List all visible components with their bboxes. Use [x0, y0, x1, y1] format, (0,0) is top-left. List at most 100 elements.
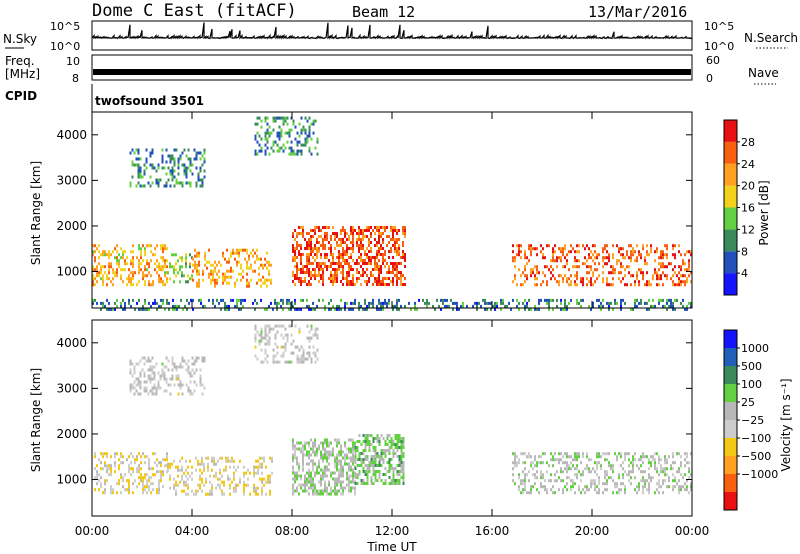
velocity-cell: [354, 476, 357, 479]
velocity-cell: [552, 491, 554, 495]
velocity-cell: [340, 468, 342, 472]
power-cell: [185, 172, 188, 176]
power-cell: [652, 274, 654, 278]
power-cell: [380, 235, 382, 238]
power-cell: [530, 274, 532, 278]
power-cell: [348, 271, 350, 274]
power-cell: [476, 307, 478, 311]
velocity-cell: [324, 441, 326, 445]
power-cell: [526, 301, 528, 305]
power-cell: [394, 274, 396, 277]
power-cell: [342, 253, 344, 256]
power-cell: [171, 265, 173, 269]
power-cell: [620, 247, 622, 251]
power-cell: [592, 304, 594, 308]
power-cell: [280, 146, 283, 150]
velocity-cell: [110, 455, 112, 459]
power-cell: [690, 250, 692, 254]
power-cell: [274, 119, 277, 123]
velocity-cell: [586, 485, 588, 489]
power-cell: [270, 278, 272, 282]
velocity-cell: [129, 389, 132, 393]
velocity-cell: [302, 348, 305, 352]
power-cell: [350, 280, 352, 283]
power-cell: [208, 275, 210, 279]
power-cell: [352, 247, 354, 250]
power-cell: [614, 268, 616, 272]
velocity-cell: [255, 465, 257, 469]
power-cell: [666, 277, 668, 281]
velocity-cell: [159, 377, 162, 381]
velocity-cell: [532, 485, 534, 489]
velocity-cell: [600, 467, 602, 471]
power-cell: [358, 307, 360, 311]
power-cell: [688, 259, 690, 263]
power-cell: [564, 256, 566, 260]
velocity-cell: [352, 456, 354, 460]
velocity-cell: [388, 434, 391, 437]
velocity-cell: [310, 447, 312, 451]
power-cell: [324, 262, 326, 265]
velocity-cell: [554, 491, 556, 495]
velocity-cell: [100, 485, 102, 489]
power-cell: [414, 304, 416, 308]
power-cell: [92, 268, 94, 272]
power-cell: [144, 253, 146, 257]
velocity-cell: [630, 482, 632, 486]
velocity-cell: [181, 359, 184, 363]
power-cell: [282, 298, 284, 302]
power-cell: [114, 307, 116, 311]
power-cell: [664, 244, 666, 248]
velocity-cell: [618, 473, 620, 477]
velocity-cell: [144, 461, 146, 465]
velocity-cell: [366, 458, 369, 461]
power-cell: [173, 148, 176, 152]
velocity-colorbar-label: 1000: [741, 342, 769, 355]
freq-unit: [MHz]: [5, 67, 40, 81]
power-cell: [342, 241, 344, 244]
velocity-cell: [254, 324, 257, 328]
power-cell: [376, 268, 378, 271]
velocity-cell: [650, 479, 652, 483]
power-cell: [102, 280, 104, 284]
velocity-cell: [318, 489, 320, 493]
power-cell: [138, 280, 140, 284]
velocity-cell: [588, 458, 590, 462]
power-cell: [380, 265, 382, 268]
power-cell: [300, 226, 302, 229]
velocity-cell: [284, 360, 287, 364]
velocity-cell: [384, 473, 387, 476]
power-cell: [582, 298, 584, 302]
power-cell: [684, 262, 686, 266]
power-cell: [562, 247, 564, 251]
power-cell: [382, 232, 384, 235]
power-cell: [203, 157, 206, 161]
power-cell: [330, 238, 332, 241]
power-cell: [400, 280, 402, 283]
velocity-cell: [296, 456, 298, 460]
velocity-cell: [300, 441, 302, 445]
velocity-cell: [118, 482, 120, 486]
velocity-cell: [209, 492, 211, 496]
power-cell: [208, 272, 210, 276]
velocity-cell: [137, 383, 140, 387]
power-cell: [332, 259, 334, 262]
velocity-cell: [133, 386, 136, 390]
velocity-cell: [296, 357, 299, 361]
velocity-cell: [522, 452, 524, 456]
velocity-cell: [102, 455, 104, 459]
velocity-cell: [680, 485, 682, 489]
velocity-cell: [582, 455, 584, 459]
power-cell: [288, 307, 290, 311]
velocity-cell: [132, 482, 134, 486]
velocity-cell: [516, 455, 518, 459]
velocity-cell: [173, 383, 176, 387]
power-cell: [300, 280, 302, 283]
power-cell: [166, 277, 168, 281]
velocity-cell: [558, 488, 560, 492]
power-cell: [240, 263, 242, 267]
power-cell: [304, 238, 306, 241]
power-cell: [318, 250, 320, 253]
velocity-colorbar-label: 100: [741, 378, 762, 391]
power-cell: [169, 265, 171, 269]
